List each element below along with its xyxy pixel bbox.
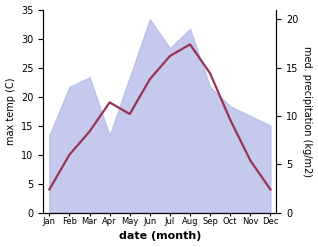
Y-axis label: med. precipitation (kg/m2): med. precipitation (kg/m2) <box>302 46 313 177</box>
X-axis label: date (month): date (month) <box>119 231 201 242</box>
Y-axis label: max temp (C): max temp (C) <box>5 77 16 145</box>
